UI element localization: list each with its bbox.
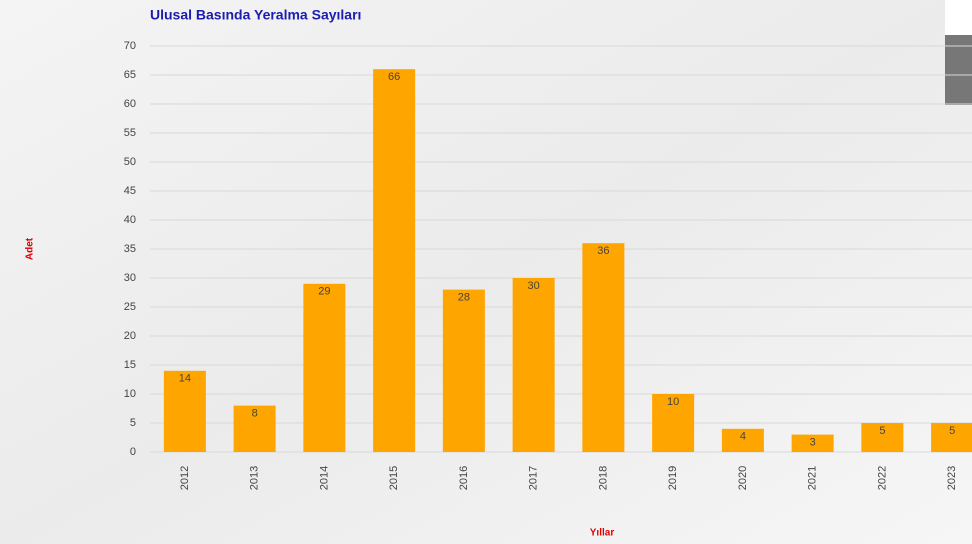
decor-box bbox=[945, 0, 972, 35]
y-tick-label: 45 bbox=[124, 185, 136, 197]
value-label: 28 bbox=[458, 292, 470, 304]
value-label: 10 bbox=[667, 396, 679, 408]
decor-box bbox=[945, 35, 972, 105]
bar bbox=[861, 423, 904, 452]
bar bbox=[233, 405, 276, 452]
value-label: 4 bbox=[740, 431, 746, 443]
bar bbox=[442, 289, 485, 452]
y-tick-label: 40 bbox=[124, 214, 136, 226]
y-tick-label: 10 bbox=[124, 388, 136, 400]
x-tick-label: 2013 bbox=[249, 466, 261, 490]
value-label: 29 bbox=[318, 286, 330, 298]
value-label: 14 bbox=[179, 373, 191, 385]
value-label: 66 bbox=[388, 71, 400, 83]
value-label: 36 bbox=[597, 245, 609, 257]
y-tick-label: 15 bbox=[124, 359, 136, 371]
x-tick-label: 2014 bbox=[318, 466, 330, 490]
x-tick-label: 2012 bbox=[179, 466, 191, 490]
x-tick-label: 2015 bbox=[388, 466, 400, 490]
y-tick-label: 0 bbox=[130, 446, 136, 458]
x-tick-label: 2022 bbox=[876, 466, 888, 490]
x-tick-label: 2016 bbox=[458, 466, 470, 490]
x-tick-label: 2021 bbox=[807, 466, 819, 490]
bar bbox=[373, 69, 416, 452]
y-tick-label: 60 bbox=[124, 98, 136, 110]
value-label: 5 bbox=[879, 425, 885, 437]
bar bbox=[652, 394, 695, 452]
y-tick-label: 50 bbox=[124, 156, 136, 168]
y-tick-label: 20 bbox=[124, 330, 136, 342]
y-tick-label: 65 bbox=[124, 69, 136, 81]
y-tick-label: 25 bbox=[124, 301, 136, 313]
bar bbox=[512, 278, 555, 452]
value-label: 8 bbox=[252, 408, 258, 420]
x-tick-label: 2020 bbox=[737, 466, 749, 490]
x-tick-label: 2017 bbox=[528, 466, 540, 490]
x-tick-label: 2023 bbox=[946, 466, 958, 490]
bar bbox=[931, 423, 972, 452]
y-tick-label: 30 bbox=[124, 272, 136, 284]
bar bbox=[303, 283, 346, 452]
y-axis-label: Adet bbox=[25, 237, 36, 260]
x-tick-label: 2018 bbox=[597, 466, 609, 490]
value-label: 5 bbox=[949, 425, 955, 437]
bar bbox=[791, 434, 834, 452]
x-tick-label: 2019 bbox=[667, 466, 679, 490]
value-label: 30 bbox=[528, 280, 540, 292]
y-tick-label: 55 bbox=[124, 127, 136, 139]
y-tick-label: 70 bbox=[124, 40, 136, 52]
bar bbox=[163, 370, 206, 452]
y-tick-label: 5 bbox=[130, 417, 136, 429]
bar bbox=[721, 428, 764, 452]
bar bbox=[582, 243, 625, 452]
y-tick-label: 35 bbox=[124, 243, 136, 255]
chart-title: Ulusal Basında Yeralma Sayıları bbox=[150, 7, 361, 23]
x-axis-label: Yıllar bbox=[590, 528, 615, 539]
value-label: 3 bbox=[810, 437, 816, 449]
